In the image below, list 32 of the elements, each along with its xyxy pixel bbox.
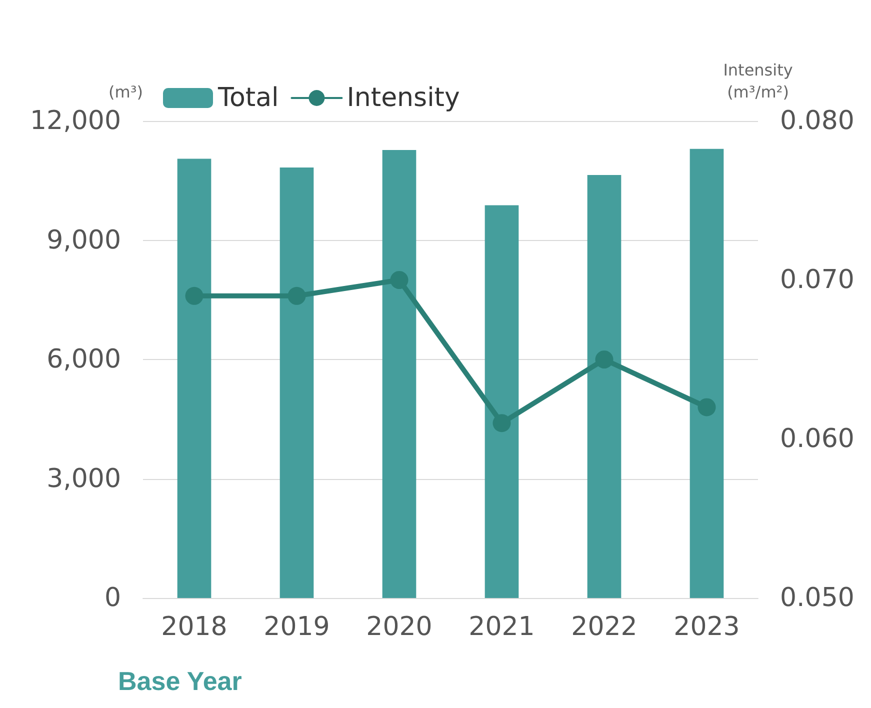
y-tick-label: 3,000 — [46, 464, 121, 494]
bar — [690, 148, 724, 598]
y-tick-label: 12,000 — [30, 106, 121, 136]
y2-tick-label: 0.070 — [780, 265, 854, 295]
bar — [587, 175, 622, 598]
point — [185, 286, 204, 305]
x-axis-title: Base Year — [118, 666, 242, 696]
y2-tick-label: 0.060 — [780, 424, 854, 454]
bar — [280, 168, 314, 598]
y-tick-label: 6,000 — [46, 344, 121, 374]
x-tick-label: 2022 — [571, 612, 638, 642]
y-axis-title: (m³) — [108, 82, 143, 102]
point — [390, 271, 408, 289]
bar — [177, 158, 212, 598]
legend-label: Intensity — [346, 83, 460, 113]
x-tick-label: 2021 — [468, 612, 535, 642]
point — [492, 414, 511, 432]
y2-tick-label: 0.080 — [780, 106, 854, 136]
legend-label: Total — [217, 83, 279, 113]
point — [698, 398, 716, 416]
y-tick-label: 0 — [104, 583, 121, 613]
y-tick-label: 9,000 — [46, 225, 121, 256]
y2-axis-title: Intensity (m³/m²) — [723, 60, 793, 102]
x-tick-label: 2020 — [366, 612, 432, 642]
point — [595, 350, 614, 368]
x-tick-label: 2018 — [161, 612, 228, 642]
bar — [484, 205, 519, 598]
x-tick-label: 2023 — [674, 612, 740, 642]
bar — [382, 150, 416, 598]
y2-tick-label: 0.050 — [780, 583, 854, 613]
x-tick-label: 2019 — [264, 612, 330, 642]
point — [288, 286, 306, 305]
